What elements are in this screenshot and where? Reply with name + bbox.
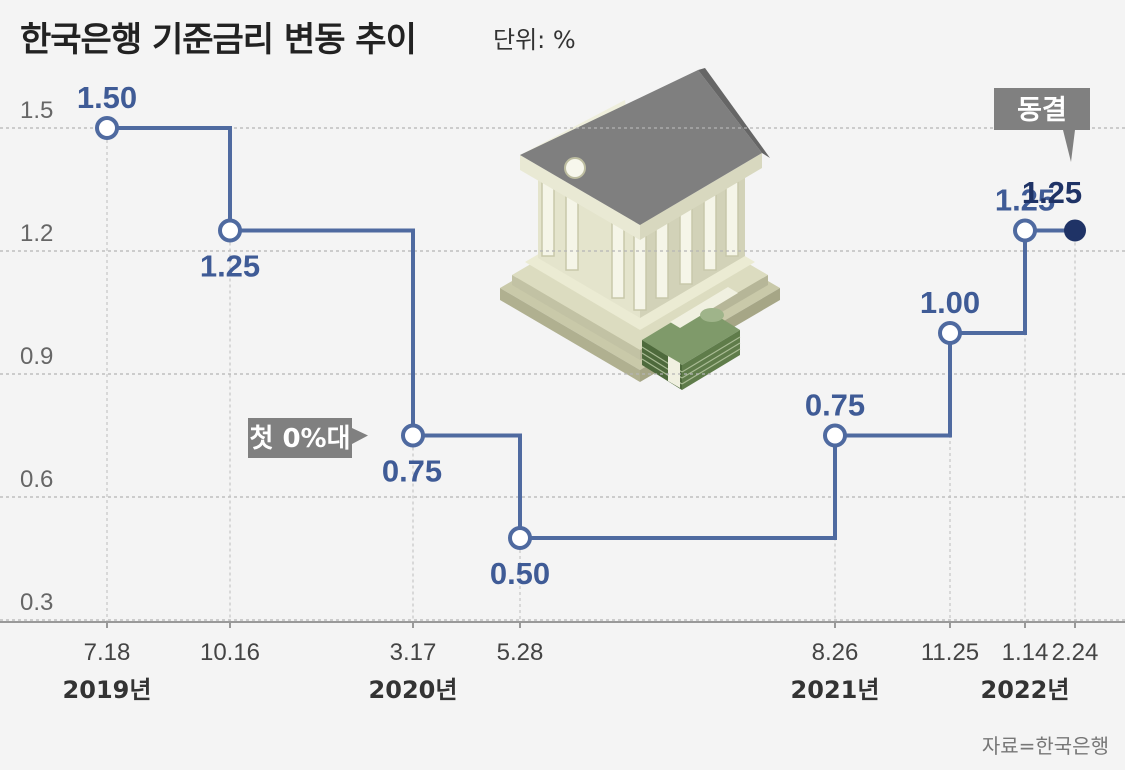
x-axis: 7.18 10.16 3.17 5.28 8.26 11.25 1.14 2.24 2019년 2…: [0, 621, 1125, 704]
data-point: [1013, 218, 1037, 243]
x-tick-label: 10.16: [200, 639, 260, 666]
x-tick-label: 2.24: [1052, 639, 1099, 666]
x-tick-label: 11.25: [921, 639, 979, 666]
value-label: 0.75: [805, 388, 865, 423]
data-point: [823, 423, 847, 448]
year-label: 2019년: [63, 676, 152, 704]
data-point: [1064, 219, 1086, 242]
x-tick-label: 5.28: [497, 639, 544, 666]
y-tick-label: 0.6: [20, 466, 53, 493]
y-tick-label: 1.2: [20, 220, 53, 247]
callout-box: [248, 418, 368, 458]
value-label: 1.50: [77, 80, 137, 115]
rate-series: [95, 116, 1086, 550]
callout-first-zero-percent: 첫 0%대: [248, 418, 368, 458]
data-point: [401, 423, 425, 448]
money-stack-icon: [641, 287, 741, 390]
data-point: [938, 321, 962, 345]
y-tick-label: 0.3: [20, 589, 53, 616]
value-label: 0.75: [382, 454, 442, 489]
callout-box: [994, 88, 1090, 162]
data-point: [218, 218, 242, 243]
data-point: [95, 116, 119, 140]
value-label: 1.00: [920, 285, 980, 320]
x-tick-label: 8.26: [812, 639, 859, 666]
x-tick-label: 3.17: [390, 639, 437, 666]
value-label: 1.25: [995, 183, 1055, 218]
value-label: 1.25: [200, 249, 260, 284]
y-tick-label: 0.9: [20, 343, 53, 370]
data-point: [508, 526, 532, 550]
chart-title: 한국은행 기준금리 변동 추이: [20, 20, 417, 60]
value-label: 1.25: [1022, 175, 1082, 210]
y-tick-label: 1.5: [20, 97, 53, 124]
callout-text: 첫 0%대: [249, 424, 350, 454]
value-label: 0.50: [490, 556, 550, 591]
x-tick-label: 7.18: [84, 639, 131, 666]
unit-label: 단위: %: [493, 26, 576, 54]
callout-text: 동결: [1017, 95, 1067, 126]
source-label: 자료=한국은행: [981, 734, 1109, 758]
x-tick-label: 1.14: [1002, 639, 1049, 666]
grid-lines: 1.5 1.2 0.9 0.6 0.3: [0, 97, 1125, 621]
callout-freeze: 동결: [994, 88, 1090, 162]
year-label: 2020년: [369, 676, 458, 704]
year-label: 2021년: [791, 676, 880, 704]
year-label: 2022년: [981, 676, 1070, 704]
rate-step-line: [107, 126, 1075, 540]
labels: 1.50 1.25 0.75 0.50 0.75 1.00 1.25 첫 0%대 동결 1.25: [77, 80, 1090, 591]
